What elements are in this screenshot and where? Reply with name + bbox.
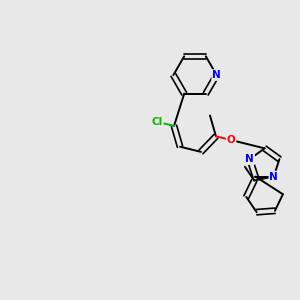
Text: O: O <box>227 135 236 145</box>
Text: N: N <box>245 154 254 164</box>
Text: N: N <box>269 172 278 182</box>
Text: Cl: Cl <box>152 117 163 127</box>
Text: N: N <box>212 70 221 80</box>
